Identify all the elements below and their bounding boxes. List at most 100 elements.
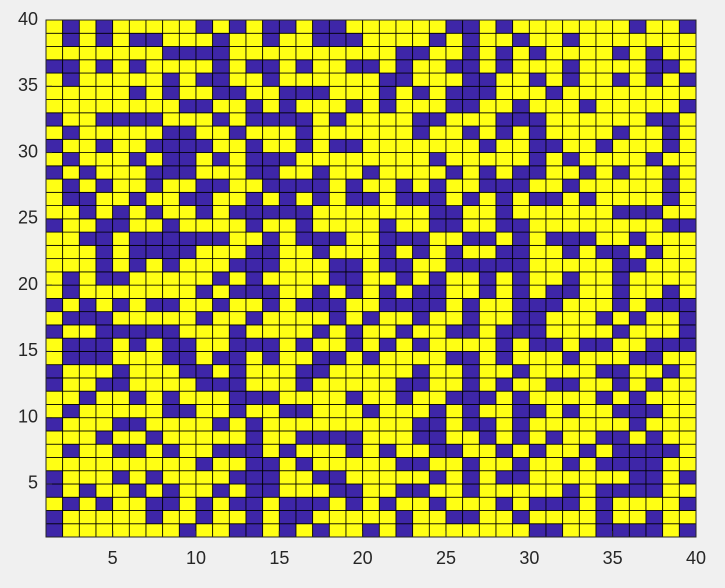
cell <box>428 457 447 472</box>
cell <box>678 125 697 140</box>
cell <box>128 496 147 511</box>
cell <box>328 337 347 352</box>
cell <box>62 284 80 299</box>
cell <box>628 125 647 140</box>
cell <box>228 457 247 472</box>
cell <box>95 85 114 100</box>
cell <box>428 59 447 74</box>
cell <box>662 138 680 153</box>
cell <box>328 390 347 405</box>
cell <box>78 297 97 313</box>
cell <box>262 218 280 233</box>
cell <box>445 99 464 114</box>
cell <box>278 72 297 87</box>
cell <box>628 324 647 339</box>
cell <box>562 59 580 74</box>
cell <box>195 85 214 100</box>
cell <box>595 231 614 246</box>
cell <box>312 496 330 511</box>
cell <box>278 59 297 74</box>
cell <box>45 138 64 153</box>
cell <box>212 297 230 313</box>
cell <box>78 205 97 220</box>
cell <box>645 178 664 193</box>
cell <box>145 470 164 485</box>
cell <box>95 258 114 273</box>
cell <box>278 85 297 100</box>
cell <box>662 258 680 273</box>
cell <box>528 470 547 485</box>
cell <box>445 32 464 47</box>
cell <box>478 404 497 419</box>
cell <box>478 152 497 167</box>
cell <box>612 430 630 445</box>
cell <box>178 284 197 299</box>
cell <box>295 417 314 432</box>
cell <box>478 364 497 379</box>
cell <box>495 19 514 34</box>
cell <box>62 364 80 379</box>
cell <box>512 152 530 167</box>
cell <box>128 138 147 153</box>
cell <box>395 85 414 100</box>
cell <box>345 59 364 74</box>
cell <box>578 337 597 352</box>
cell <box>662 390 680 405</box>
cell <box>295 351 314 366</box>
cell <box>245 165 264 180</box>
cell <box>228 205 247 220</box>
cell <box>478 337 497 352</box>
cell <box>78 337 97 352</box>
cell <box>595 205 614 220</box>
cell <box>178 311 197 326</box>
cell <box>395 46 414 61</box>
cell <box>128 59 147 74</box>
cell <box>328 138 347 153</box>
cell <box>628 311 647 326</box>
cell <box>678 138 697 153</box>
cell <box>195 311 214 326</box>
cell <box>662 430 680 445</box>
cell <box>295 19 314 34</box>
cell <box>678 46 697 61</box>
cell <box>295 510 314 525</box>
cell <box>362 523 380 538</box>
cell <box>145 218 164 233</box>
cell <box>512 523 530 538</box>
cell <box>562 72 580 87</box>
cell <box>678 523 697 538</box>
cell <box>478 430 497 445</box>
cell <box>128 324 147 339</box>
cell <box>295 178 314 193</box>
cell <box>145 496 164 511</box>
cell <box>562 404 580 419</box>
cell <box>645 470 664 485</box>
cell <box>312 351 330 366</box>
cell <box>62 324 80 339</box>
cell <box>562 443 580 458</box>
cell <box>428 523 447 538</box>
cell <box>595 152 614 167</box>
cell <box>628 483 647 498</box>
cell <box>162 218 180 233</box>
cell <box>212 404 230 419</box>
cell <box>328 46 347 61</box>
cell <box>512 324 530 339</box>
cell <box>345 231 364 246</box>
cell <box>678 377 697 392</box>
cell <box>362 138 380 153</box>
cell <box>345 112 364 127</box>
cell <box>162 364 180 379</box>
cell <box>395 523 414 538</box>
cell <box>195 297 214 313</box>
cell <box>95 72 114 87</box>
cell <box>195 404 214 419</box>
cell <box>595 112 614 127</box>
cell <box>95 430 114 445</box>
cell <box>62 337 80 352</box>
cell <box>612 390 630 405</box>
cell <box>478 390 497 405</box>
cell <box>512 138 530 153</box>
cell <box>162 99 180 114</box>
cell <box>178 377 197 392</box>
